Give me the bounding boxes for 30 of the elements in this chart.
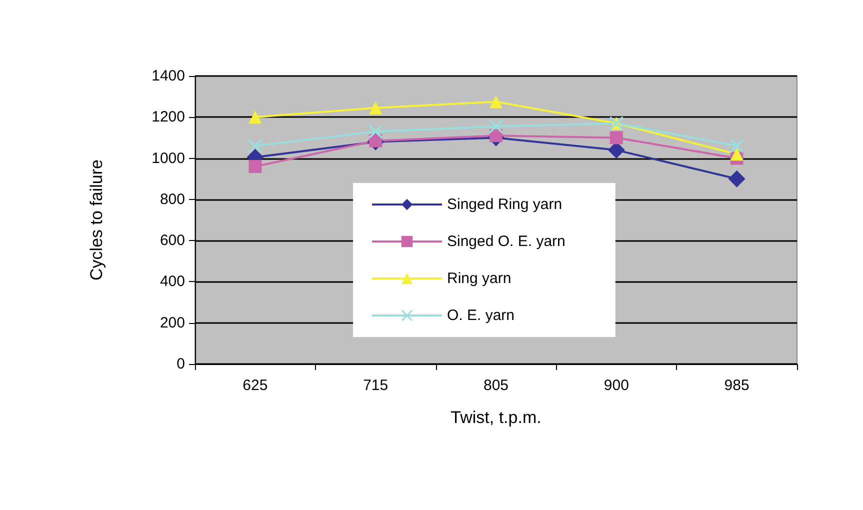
y-tick-label: 1400 <box>152 68 185 84</box>
x-tick-label: 985 <box>724 377 750 394</box>
x-tick-label: 805 <box>483 377 509 394</box>
y-tick-label: 0 <box>176 356 185 372</box>
x-axis-title: Twist, t.p.m. <box>450 408 542 427</box>
point <box>730 148 744 161</box>
point <box>730 138 744 153</box>
legend-label: Singed O. E. yarn <box>447 233 566 250</box>
point <box>368 124 383 139</box>
point <box>248 160 262 174</box>
legend-label: Ring yarn <box>447 270 512 287</box>
point <box>248 138 262 153</box>
y-tick-label: 600 <box>160 232 185 250</box>
y-axis-title: Cycles to failure <box>87 160 106 280</box>
y-tick-label: 800 <box>160 190 185 208</box>
x-tick-label: 900 <box>604 377 629 394</box>
x-tick-label: 625 <box>242 377 268 394</box>
y-tick-label: 1000 <box>152 150 185 167</box>
point <box>728 170 746 188</box>
x-tick-label: 715 <box>363 377 388 394</box>
y-tick-label: 1200 <box>152 108 185 126</box>
legend-label: O. E. yarn <box>447 307 515 324</box>
point <box>248 110 262 124</box>
y-tick-label: 200 <box>160 314 185 332</box>
point <box>610 131 623 144</box>
point <box>490 95 502 108</box>
legend-label: Singed Ring yarn <box>447 196 562 213</box>
y-tick-label: 400 <box>160 273 185 290</box>
point <box>489 119 503 134</box>
point <box>369 101 382 114</box>
